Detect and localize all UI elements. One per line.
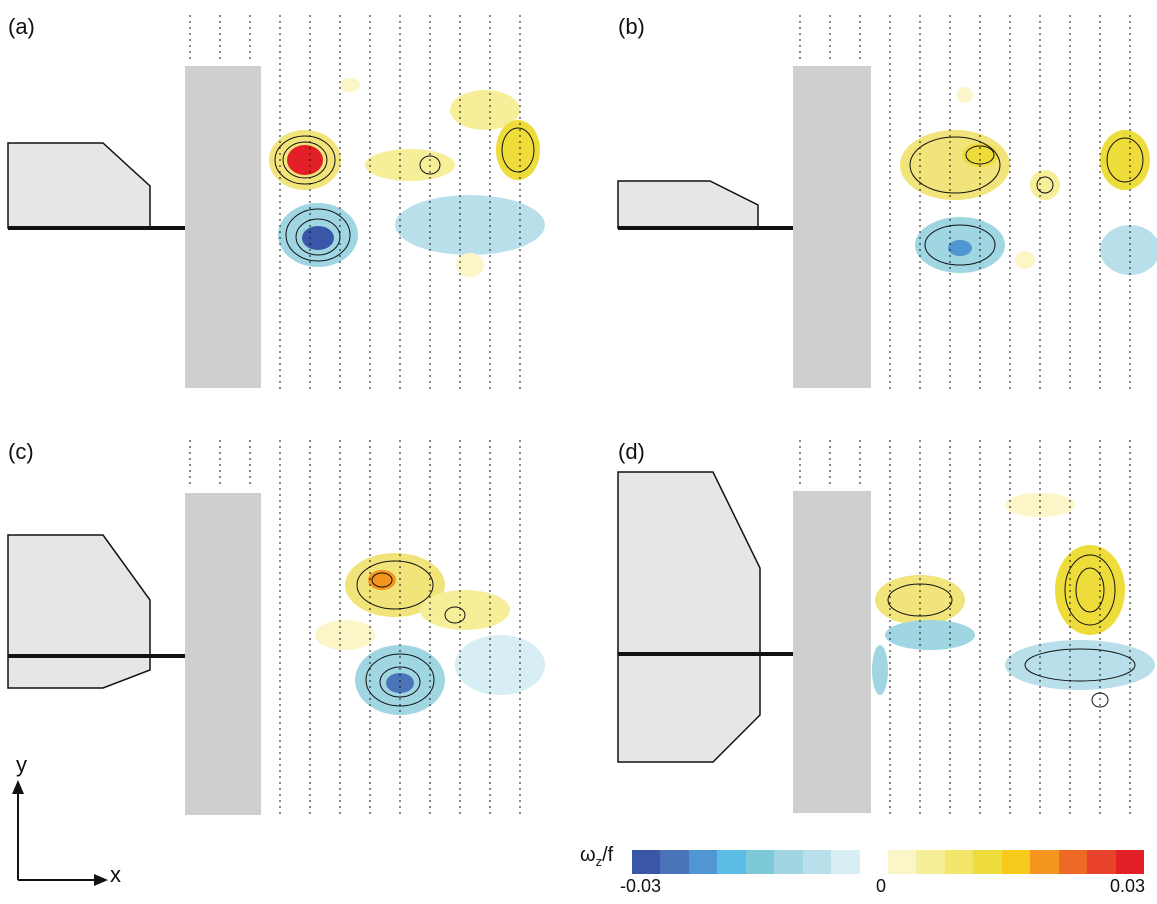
colorbar-swatch [944, 850, 974, 874]
colorbar-title: ωz/f [580, 844, 614, 869]
panel-b: (b) [610, 0, 1157, 400]
vector-lines [799, 440, 1131, 815]
panel-label: (d) [618, 439, 645, 464]
colorbar-swatch [660, 850, 690, 874]
colorbar-swatch [745, 850, 775, 874]
panel-label: (c) [8, 439, 34, 464]
grey-wall [185, 493, 261, 815]
vector-lines [189, 15, 521, 390]
colorbar-swatch [1058, 850, 1088, 874]
colorbar-swatch [1115, 850, 1145, 874]
colorbar-swatch [859, 850, 889, 874]
panel-a: (a) [0, 0, 560, 400]
panel-label: (b) [618, 14, 645, 39]
flow-field-b [617, 15, 1157, 390]
x-axis-label: x [110, 862, 121, 887]
axes-key: y x [0, 740, 160, 900]
y-axis-label: y [16, 752, 27, 777]
upstream-body [7, 142, 151, 229]
vector-lines [189, 440, 521, 815]
colorbar-swatch [1001, 850, 1031, 874]
contour-lines [356, 560, 466, 707]
panel-c: (c) [0, 425, 560, 825]
colorbar-swatch [1087, 850, 1117, 874]
vector-lines [799, 15, 1131, 390]
grey-wall [185, 66, 261, 388]
panel-d: (d) [610, 425, 1157, 825]
vorticity-patches [269, 78, 545, 277]
contour-lines [887, 554, 1136, 708]
colorbar-swatch [973, 850, 1003, 874]
colorbar-swatch [688, 850, 718, 874]
upstream-body [7, 534, 151, 689]
grey-wall [793, 66, 871, 388]
colorbar-tick-zero: 0 [876, 876, 887, 896]
colorbar-swatch [1030, 850, 1060, 874]
colorbar-swatch [802, 850, 832, 874]
colorbar-swatches [632, 850, 1145, 874]
colorbar-swatch [916, 850, 946, 874]
colorbar-tick-min: -0.03 [620, 876, 662, 896]
panel-label: (a) [8, 14, 35, 39]
colorbar-swatch [831, 850, 861, 874]
upstream-body [617, 180, 759, 229]
contour-lines [274, 127, 535, 262]
flow-field-d [617, 440, 1155, 815]
flow-field-c [7, 440, 545, 815]
grey-wall [793, 491, 871, 813]
axes-arrows [12, 780, 108, 886]
colorbar-swatch [632, 850, 661, 874]
colorbar-swatch [717, 850, 747, 874]
colorbar: ωz/f -0.03 0 0.03 [570, 840, 1155, 904]
contour-lines [909, 136, 1144, 266]
colorbar-swatch [774, 850, 804, 874]
vorticity-patches [900, 87, 1157, 275]
colorbar-swatch [888, 850, 917, 874]
colorbar-tick-max: 0.03 [1110, 876, 1146, 896]
upstream-body [617, 471, 761, 763]
flow-field-a [7, 15, 545, 390]
vorticity-patches [315, 553, 545, 715]
